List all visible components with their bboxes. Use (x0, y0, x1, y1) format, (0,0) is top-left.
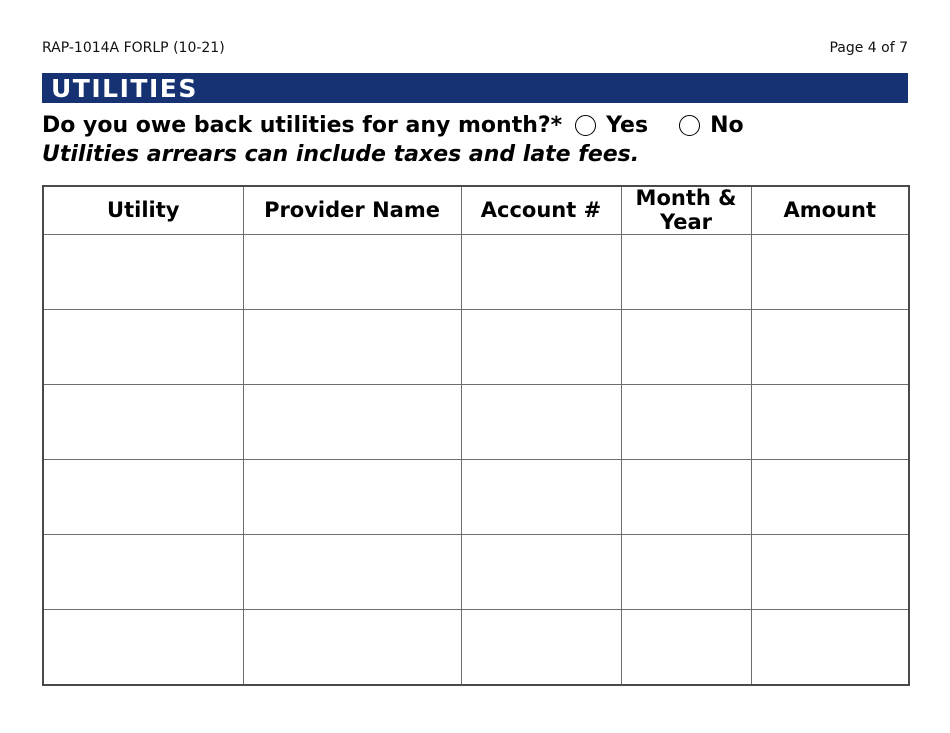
table-cell[interactable] (460, 234, 622, 311)
table-cell[interactable] (460, 534, 622, 611)
section-header-utilities: UTILITIES (42, 73, 908, 103)
table-cell[interactable] (750, 534, 910, 611)
table-cell[interactable] (242, 234, 462, 311)
table-cell[interactable] (750, 609, 910, 686)
question-text: Do you owe back utilities for any month?… (42, 113, 563, 138)
column-header-account-number: Account # (460, 185, 622, 236)
table-cell[interactable] (42, 459, 244, 536)
table-cell[interactable] (620, 309, 752, 386)
section-title: UTILITIES (51, 73, 198, 103)
table-cell[interactable] (242, 384, 462, 461)
table-cell[interactable] (460, 384, 622, 461)
column-header-amount: Amount (750, 185, 910, 236)
table-cell[interactable] (242, 459, 462, 536)
table-cell[interactable] (750, 384, 910, 461)
radio-yes-label: Yes (606, 113, 649, 138)
table-cell[interactable] (42, 309, 244, 386)
back-utilities-question-row: Do you owe back utilities for any month?… (42, 113, 908, 138)
table-cell[interactable] (460, 609, 622, 686)
column-header-utility: Utility (42, 185, 244, 236)
table-row (42, 609, 910, 686)
table-row (42, 234, 910, 311)
table-header-row: Utility Provider Name Account # Month & … (42, 185, 910, 236)
table-cell[interactable] (620, 234, 752, 311)
table-row (42, 309, 910, 386)
table-row (42, 534, 910, 611)
table-cell[interactable] (620, 534, 752, 611)
table-cell[interactable] (242, 309, 462, 386)
column-header-month-year: Month & Year (620, 185, 752, 236)
table-cell[interactable] (460, 309, 622, 386)
form-number: RAP-1014A FORLP (10-21) (42, 40, 225, 56)
column-header-provider-name: Provider Name (242, 185, 462, 236)
table-cell[interactable] (42, 384, 244, 461)
table-cell[interactable] (42, 609, 244, 686)
table-cell[interactable] (620, 609, 752, 686)
utilities-table: Utility Provider Name Account # Month & … (42, 185, 910, 687)
page-indicator: Page 4 of 7 (829, 40, 908, 56)
radio-no-label: No (710, 113, 744, 138)
table-cell[interactable] (620, 384, 752, 461)
table-cell[interactable] (750, 309, 910, 386)
table-cell[interactable] (750, 234, 910, 311)
radio-yes[interactable] (575, 115, 597, 136)
table-cell[interactable] (42, 234, 244, 311)
table-row (42, 459, 910, 536)
table-row (42, 384, 910, 461)
page-meta: RAP-1014A FORLP (10-21) Page 4 of 7 (42, 40, 908, 56)
table-cell[interactable] (242, 534, 462, 611)
table-cell[interactable] (750, 459, 910, 536)
table-cell[interactable] (242, 609, 462, 686)
table-cell[interactable] (620, 459, 752, 536)
table-cell[interactable] (42, 534, 244, 611)
question-note: Utilities arrears can include taxes and … (42, 142, 640, 167)
table-body (42, 234, 910, 686)
table-cell[interactable] (460, 459, 622, 536)
radio-no[interactable] (679, 115, 701, 136)
